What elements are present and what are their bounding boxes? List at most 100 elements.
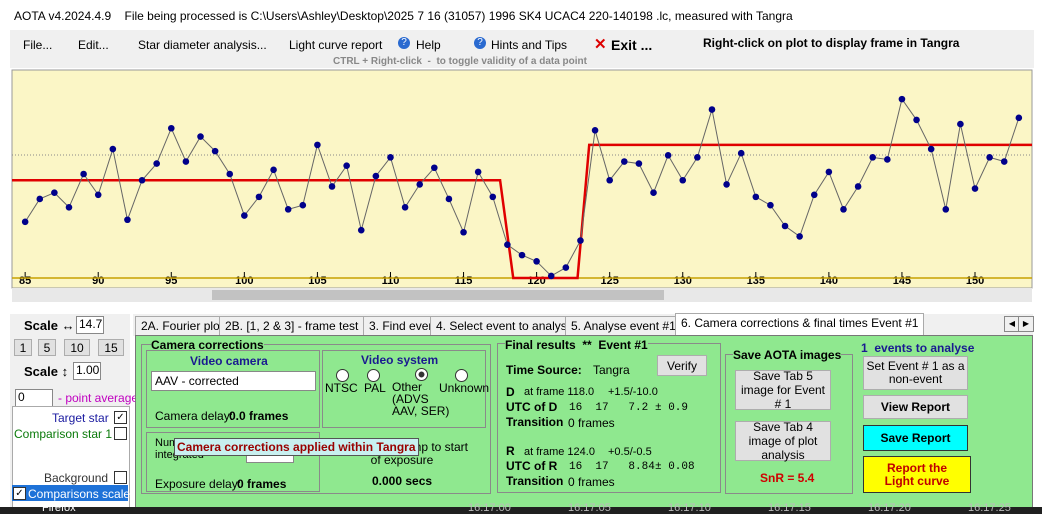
scale-v-input[interactable]: 1.00 [73, 362, 101, 380]
menu-item[interactable]: Star diameter analysis... [138, 38, 267, 52]
data-point [825, 168, 833, 176]
label: NTSC [325, 381, 358, 395]
data-point [884, 156, 891, 163]
taskbar-app[interactable]: Firefox [42, 503, 76, 514]
button[interactable]: Set Event # 1 as a non-event [863, 356, 968, 390]
camera-select[interactable]: AAV - corrected [151, 371, 316, 391]
time-label: 16:17:00 [468, 503, 511, 514]
x-tick-label: 105 [308, 275, 326, 287]
label: D [506, 385, 515, 399]
menu-item[interactable]: Light curve report [289, 38, 383, 52]
menu-item[interactable]: Help [416, 38, 441, 52]
star-label: Comparisons scaled [28, 487, 137, 501]
data-point [957, 120, 964, 128]
data-point [226, 170, 234, 178]
label: Scale ↕ [24, 364, 69, 379]
value: 0 frames [568, 475, 615, 489]
data-point [211, 147, 219, 155]
radio[interactable] [415, 368, 428, 381]
checkbox[interactable] [114, 427, 127, 440]
radio[interactable] [367, 369, 380, 382]
menu-item[interactable]: Hints and Tips [491, 38, 568, 52]
data-point [474, 168, 482, 176]
x-tick-label: 110 [382, 275, 400, 287]
tab[interactable]: 2B. [1, 2 & 3] - frame test [219, 316, 365, 336]
data-point [182, 158, 190, 165]
x-tick-label: 85 [19, 275, 31, 287]
button[interactable]: Report the Light curve [863, 456, 971, 493]
light-curve-plot: 85 90 95 100 105 110 115 120 125 130 135 140 145 150 [11, 69, 1033, 302]
data-point [504, 241, 511, 249]
scroll-thumb[interactable] [212, 290, 664, 300]
help-icon: ? [474, 37, 486, 49]
radio[interactable] [455, 369, 468, 382]
value: +1.5/-10.0 [608, 386, 658, 398]
group-title: Save AOTA images [733, 348, 842, 362]
scale-button[interactable]: 15 [98, 339, 124, 356]
label: Other (ADVS AAV, SER) [392, 380, 450, 418]
menu-item[interactable]: Edit... [78, 38, 109, 52]
hint: CTRL + Right-click - to toggle validity … [333, 56, 587, 67]
data-point [109, 145, 117, 153]
menu-item[interactable]: File... [23, 38, 53, 52]
data-point [650, 189, 657, 197]
tab[interactable]: 2A. Fourier plot [135, 316, 230, 336]
data-point [942, 206, 950, 213]
x-tick-label: 90 [92, 275, 104, 287]
star-label: Comparison star 1 [14, 427, 113, 441]
checkbox[interactable]: ✓ [13, 487, 26, 500]
data-point [489, 193, 497, 201]
tab[interactable]: 4. Select event to analyse [430, 316, 580, 336]
button[interactable]: Save Report [863, 425, 968, 451]
checkbox[interactable] [114, 471, 127, 484]
label: Video system [361, 353, 439, 367]
data-point [708, 106, 716, 113]
group-box [146, 432, 320, 492]
data-point [635, 160, 643, 167]
scale-h-input[interactable]: 14.7 [76, 316, 104, 334]
menu-bar [10, 30, 1034, 68]
data-point [796, 233, 803, 240]
exit-icon: ✕ [594, 36, 607, 53]
label: R [506, 444, 515, 458]
tooltip: Camera corrections applied within Tangra [174, 438, 419, 456]
time-label: 16:17:05 [568, 503, 611, 514]
radio[interactable] [336, 369, 349, 382]
verify-button[interactable]: Verify [657, 355, 707, 376]
data-point [270, 166, 277, 174]
value: at frame 118.0 [524, 386, 595, 398]
data-point [416, 181, 424, 188]
data-point [781, 222, 789, 230]
model-line [12, 143, 1032, 280]
data-point [65, 203, 73, 211]
tab[interactable]: 3. Find events [363, 316, 451, 336]
x-tick-label: 95 [165, 275, 177, 287]
save-button[interactable]: Save Tab 4 image of plot analysis [735, 420, 831, 462]
data-point [1000, 158, 1008, 165]
label: UTC of D [506, 400, 558, 414]
x-tick-label: 115 [455, 275, 473, 287]
tab[interactable]: 5. Analyse event #1 [565, 316, 682, 336]
checkbox[interactable]: ✓ [114, 411, 127, 424]
scale-button[interactable]: 1 [14, 339, 32, 356]
data-point [241, 212, 248, 219]
data-point [80, 170, 87, 178]
average-select[interactable]: 0 [15, 389, 53, 407]
data-point [431, 164, 438, 172]
data-point [869, 154, 877, 161]
label: PAL [364, 381, 386, 395]
scale-button[interactable]: 10 [64, 339, 90, 356]
label: Exposure delay: [155, 477, 242, 491]
x-tick-label: 145 [893, 275, 911, 287]
value: ± 0.9 [655, 402, 689, 414]
data-point [840, 206, 847, 213]
tab-scroll[interactable]: ▶ [1018, 316, 1034, 332]
time-label: 16:17:20 [868, 503, 911, 514]
tab-active[interactable]: 6. Camera corrections & final times Even… [675, 313, 925, 335]
button[interactable]: View Report [863, 395, 968, 419]
window-title: AOTA v4.2024.4.9 File being processed is… [14, 9, 793, 23]
save-button[interactable]: Save Tab 5 image for Event # 1 [735, 369, 831, 411]
scale-button[interactable]: 5 [38, 339, 56, 356]
menu-item[interactable]: Exit ... [611, 37, 653, 53]
data-point [51, 189, 58, 197]
